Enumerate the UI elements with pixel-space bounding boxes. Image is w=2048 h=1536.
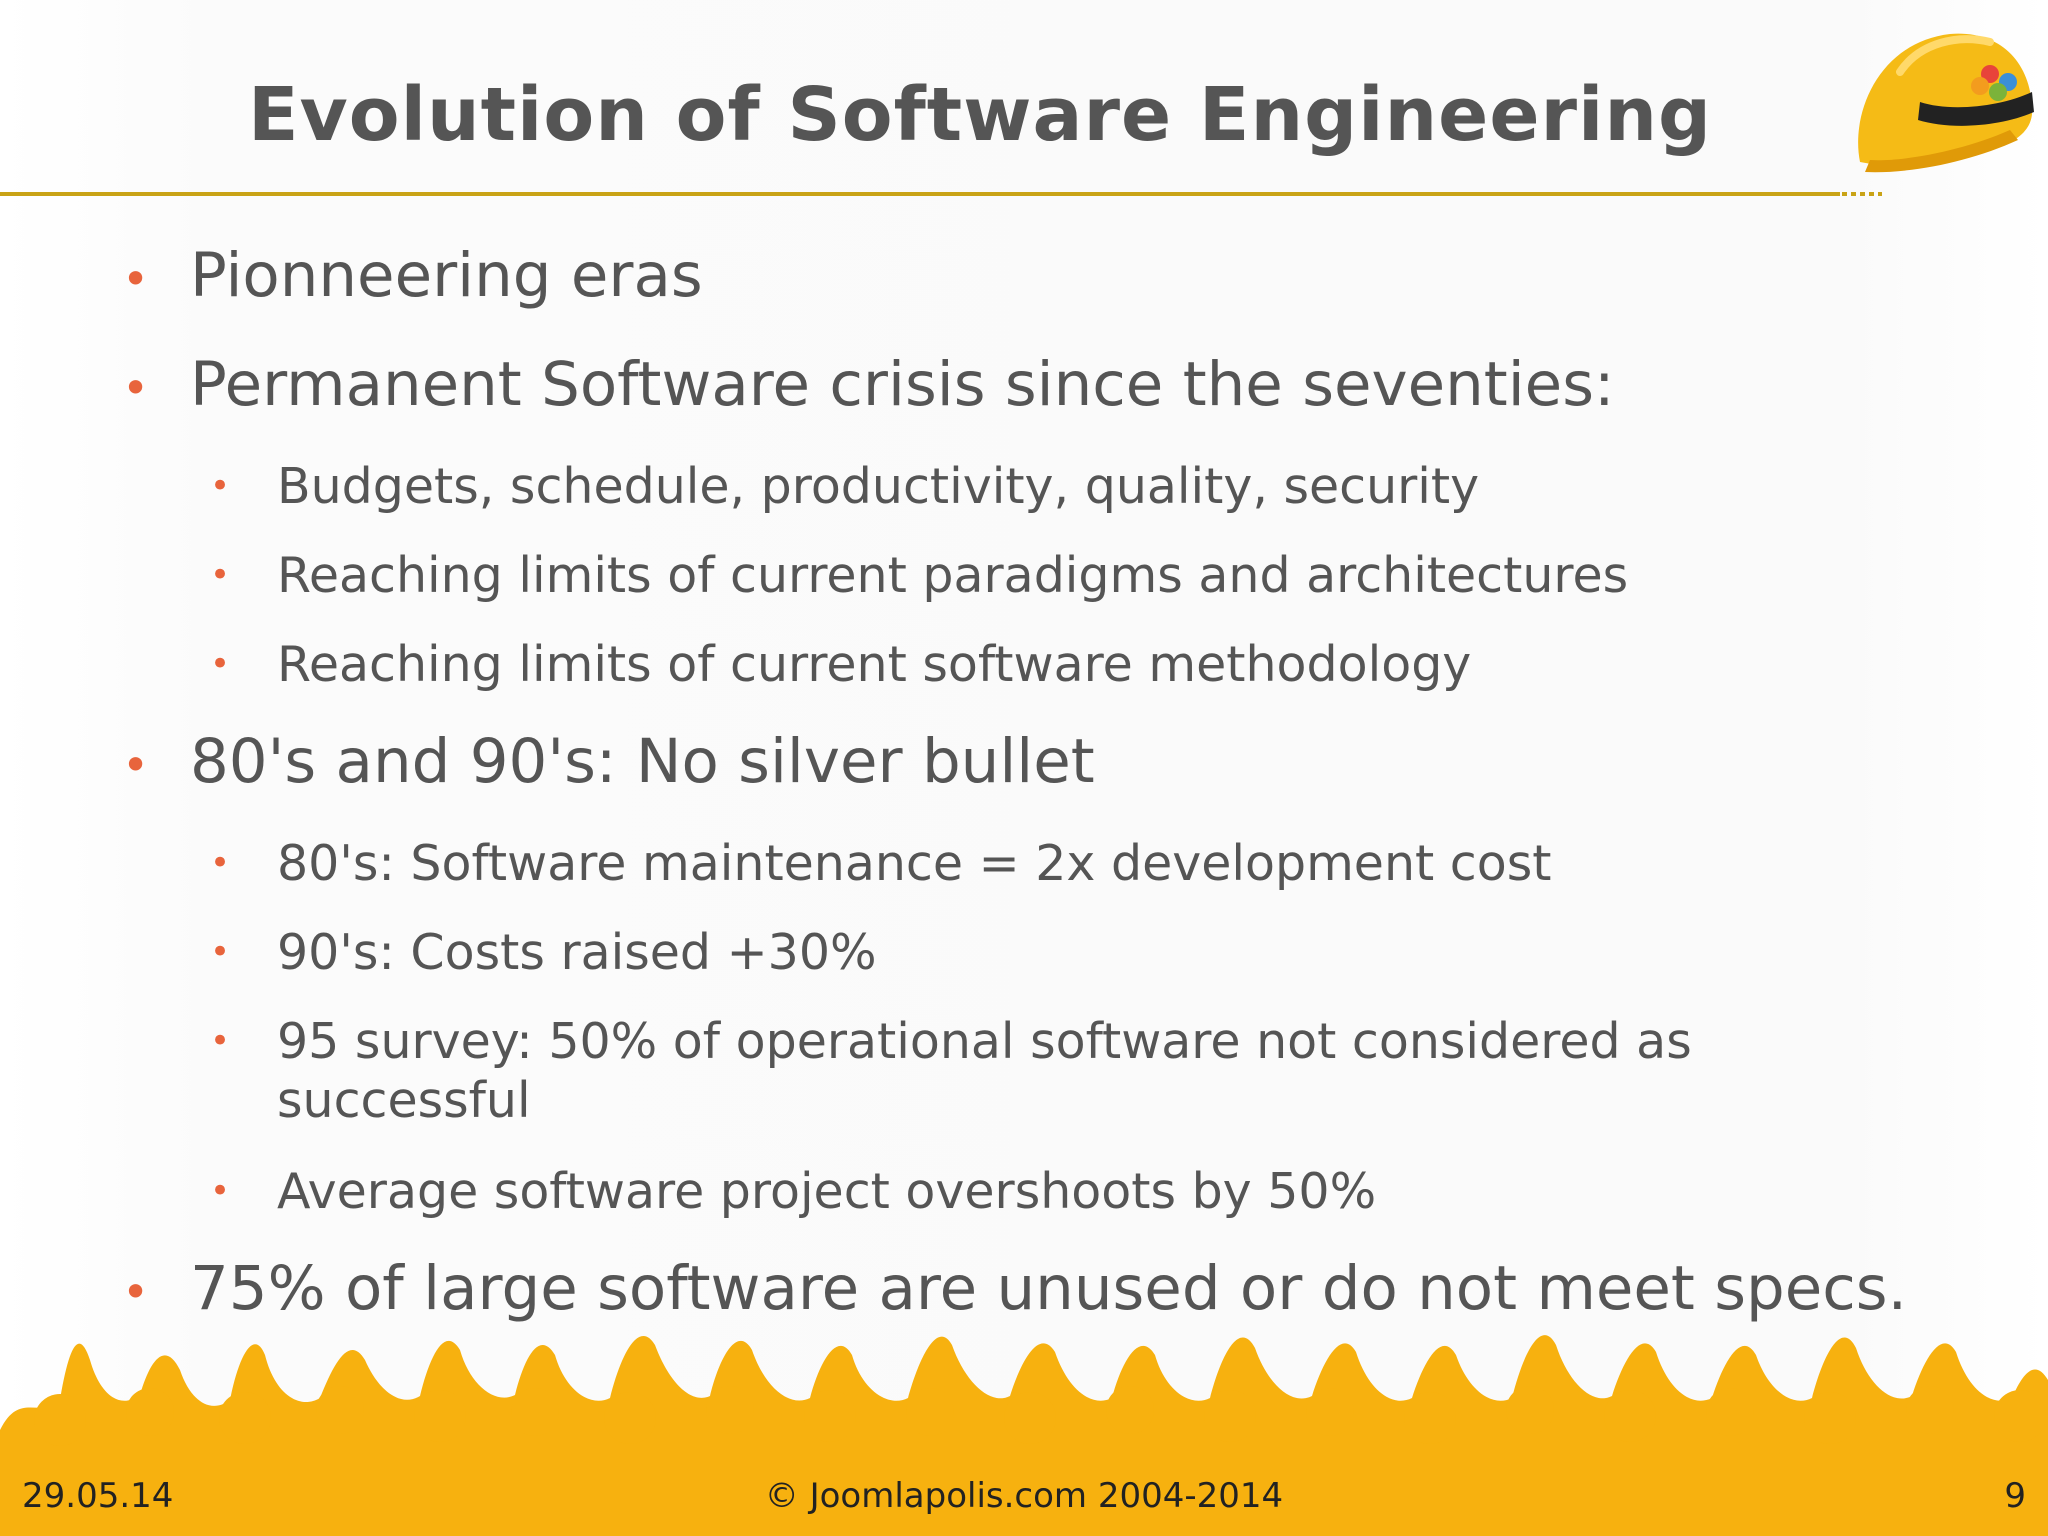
page-number: 9	[2004, 1476, 2026, 1516]
sub-bullet-marker: •	[210, 555, 231, 595]
slide-title: Evolution of Software Engineering	[247, 72, 1713, 158]
footer-copyright: © Joomlapolis.com 2004-2014	[764, 1476, 1284, 1516]
sub-bullet-item: 90's: Costs raised +30%	[277, 924, 877, 981]
bullet-marker: •	[122, 361, 150, 415]
sub-bullet-item: Reaching limits of current paradigms and…	[277, 547, 1629, 604]
sub-bullet-item: Budgets, schedule, productivity, quality…	[277, 458, 1480, 515]
sub-bullet-marker: •	[210, 1171, 231, 1211]
bullet-item: 80's and 90's: No silver bullet	[190, 726, 1095, 797]
sub-bullet-item: Average software project overshoots by 5…	[277, 1163, 1377, 1220]
sub-bullet-marker: •	[210, 843, 231, 883]
title-underline	[0, 192, 1840, 196]
sub-bullet-item: Reaching limits of current software meth…	[277, 636, 1472, 693]
sub-bullet-marker: •	[210, 1021, 231, 1061]
bullet-item: Permanent Software crisis since the seve…	[190, 349, 1615, 420]
hard-hat-logo-icon	[1858, 33, 2034, 173]
bullet-item: 75% of large software are unused or do n…	[190, 1253, 1907, 1324]
footer-date: 29.05.14	[22, 1476, 174, 1516]
sub-bullet-marker: •	[210, 466, 231, 506]
sub-bullet-marker: •	[210, 932, 231, 972]
bullet-marker: •	[122, 1265, 150, 1319]
title-underline-dots	[1842, 192, 1882, 196]
bullet-item: Pionneering eras	[190, 240, 703, 311]
bullet-marker: •	[122, 252, 150, 306]
bullet-marker: •	[122, 738, 150, 792]
sub-bullet-item: 95 survey: 50% of operational software n…	[277, 1013, 1692, 1070]
sub-bullet-item-continuation: successful	[277, 1072, 531, 1129]
cheering-crowd-silhouette	[0, 1335, 2048, 1536]
sub-bullet-marker: •	[210, 644, 231, 684]
sub-bullet-item: 80's: Software maintenance = 2x developm…	[277, 835, 1552, 892]
